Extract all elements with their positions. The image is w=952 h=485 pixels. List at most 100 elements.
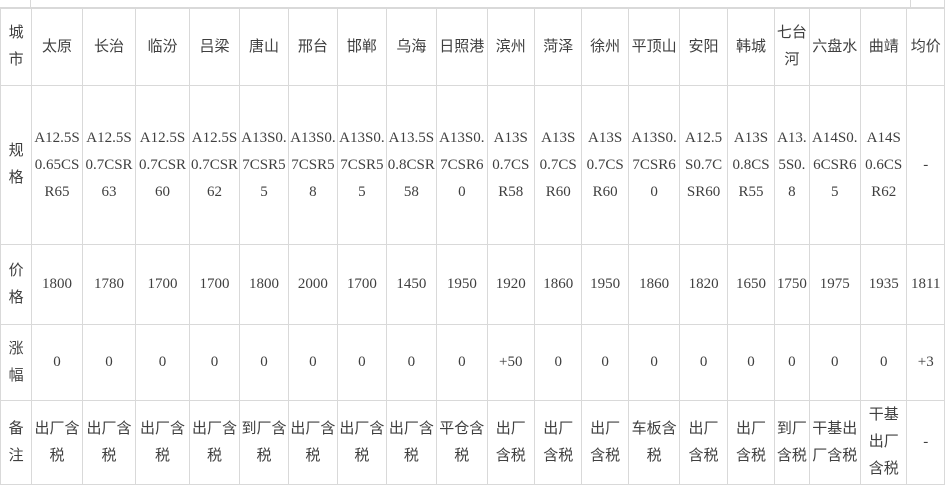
price-qitaihe: 1750 bbox=[774, 244, 810, 325]
change-qujing: 0 bbox=[860, 324, 908, 401]
remark-rizhaogang: 平仓含税 bbox=[436, 400, 488, 485]
table-row-price: 价格 1800 1780 1700 1700 1800 2000 1700 14… bbox=[0, 244, 945, 325]
row-label-city: 城市 bbox=[0, 8, 33, 86]
remark-xuzhou: 出厂含税 bbox=[581, 400, 629, 485]
change-anyang: 0 bbox=[679, 324, 728, 401]
remark-pingdingshan: 车板含税 bbox=[627, 400, 681, 485]
table-row-remark: 备注 出厂含税 出厂含税 出厂含税 出厂含税 到厂含税 出厂含税 出厂含税 出厂… bbox=[0, 400, 945, 485]
table-row-spec: 规格 A12.5S0.65CSR65 A12.5S0.7CSR63 A12.5S… bbox=[0, 85, 945, 245]
spec-linfen: A12.5S0.7CSR60 bbox=[135, 85, 190, 245]
header-city-taiyuan[interactable]: 太原 bbox=[31, 8, 83, 86]
price-anyang: 1820 bbox=[679, 244, 728, 325]
row-label-remark: 备注 bbox=[0, 400, 33, 485]
change-lvliang: 0 bbox=[188, 324, 241, 401]
remark-wuhai: 出厂含税 bbox=[385, 400, 438, 485]
spec-xingtai: A13S0.7CSR58 bbox=[287, 85, 339, 245]
change-xingtai: 0 bbox=[287, 324, 339, 401]
price-pingdingshan: 1860 bbox=[627, 244, 681, 325]
header-city-anyang[interactable]: 安阳 bbox=[679, 8, 728, 86]
remark-qujing: 干基出厂含税 bbox=[860, 400, 908, 485]
header-city-rizhaogang[interactable]: 日照港 bbox=[436, 8, 488, 86]
header-city-average[interactable]: 均价 bbox=[906, 8, 945, 86]
header-city-lvliang[interactable]: 吕梁 bbox=[188, 8, 241, 86]
header-city-qitaihe[interactable]: 七台河 bbox=[774, 8, 810, 86]
change-linfen: 0 bbox=[135, 324, 190, 401]
price-taiyuan: 1800 bbox=[31, 244, 83, 325]
price-linfen: 1700 bbox=[135, 244, 190, 325]
header-city-xingtai[interactable]: 邢台 bbox=[287, 8, 339, 86]
header-city-binzhou[interactable]: 滨州 bbox=[486, 8, 535, 86]
clipped-top-cell-left bbox=[0, 0, 31, 8]
price-average: 1811 bbox=[906, 244, 945, 325]
price-qujing: 1935 bbox=[860, 244, 908, 325]
price-hancheng: 1650 bbox=[726, 244, 776, 325]
change-average: +3 bbox=[906, 324, 945, 401]
change-tangshan: 0 bbox=[239, 324, 289, 401]
coke-price-table: 城市 太原 长治 临汾 吕梁 唐山 邢台 邯郸 乌海 日照港 滨州 菏泽 徐州 … bbox=[0, 8, 945, 485]
change-liupanshui: 0 bbox=[808, 324, 862, 401]
price-heze: 1860 bbox=[533, 244, 583, 325]
header-city-handan[interactable]: 邯郸 bbox=[337, 8, 387, 86]
remark-qitaihe: 到厂含税 bbox=[774, 400, 810, 485]
spec-handan: A13S0.7CSR55 bbox=[337, 85, 387, 245]
remark-heze: 出厂含税 bbox=[533, 400, 583, 485]
price-handan: 1700 bbox=[337, 244, 387, 325]
header-city-pingdingshan[interactable]: 平顶山 bbox=[627, 8, 681, 86]
spec-liupanshui: A14S0.6CSR65 bbox=[808, 85, 862, 245]
change-binzhou: +50 bbox=[486, 324, 535, 401]
table-row-city: 城市 太原 长治 临汾 吕梁 唐山 邢台 邯郸 乌海 日照港 滨州 菏泽 徐州 … bbox=[0, 8, 945, 86]
spec-xuzhou: A13S0.7CSR60 bbox=[581, 85, 629, 245]
change-heze: 0 bbox=[533, 324, 583, 401]
clipped-top-row bbox=[0, 0, 945, 8]
spec-lvliang: A12.5S0.7CSR62 bbox=[188, 85, 241, 245]
header-city-tangshan[interactable]: 唐山 bbox=[239, 8, 289, 86]
spec-changzhi: A12.5S0.7CSR63 bbox=[81, 85, 137, 245]
remark-binzhou: 出厂含税 bbox=[486, 400, 535, 485]
header-city-xuzhou[interactable]: 徐州 bbox=[581, 8, 629, 86]
change-xuzhou: 0 bbox=[581, 324, 629, 401]
header-city-changzhi[interactable]: 长治 bbox=[81, 8, 137, 86]
spec-tangshan: A13S0.7CSR55 bbox=[239, 85, 289, 245]
price-liupanshui: 1975 bbox=[808, 244, 862, 325]
remark-anyang: 出厂含税 bbox=[679, 400, 728, 485]
price-binzhou: 1920 bbox=[486, 244, 535, 325]
row-label-price: 价格 bbox=[0, 244, 33, 325]
spec-average: - bbox=[906, 85, 945, 245]
remark-changzhi: 出厂含税 bbox=[81, 400, 137, 485]
spec-rizhaogang: A13S0.7CSR60 bbox=[436, 85, 488, 245]
spec-qujing: A14S0.6CSR62 bbox=[860, 85, 908, 245]
clipped-top-cell-middle bbox=[31, 0, 911, 8]
change-wuhai: 0 bbox=[385, 324, 438, 401]
spec-qitaihe: A13.5S0.8 bbox=[774, 85, 810, 245]
change-changzhi: 0 bbox=[81, 324, 137, 401]
header-city-linfen[interactable]: 临汾 bbox=[135, 8, 190, 86]
remark-linfen: 出厂含税 bbox=[135, 400, 190, 485]
change-rizhaogang: 0 bbox=[436, 324, 488, 401]
spec-anyang: A12.5S0.7CSR60 bbox=[679, 85, 728, 245]
remark-handan: 出厂含税 bbox=[337, 400, 387, 485]
remark-liupanshui: 干基出厂含税 bbox=[808, 400, 862, 485]
spec-heze: A13S0.7CSR60 bbox=[533, 85, 583, 245]
remark-hancheng: 出厂含税 bbox=[726, 400, 776, 485]
row-label-change: 涨幅 bbox=[0, 324, 33, 401]
spec-binzhou: A13S0.7CSR58 bbox=[486, 85, 535, 245]
row-label-spec: 规格 bbox=[0, 85, 33, 245]
remark-average: - bbox=[906, 400, 945, 485]
header-city-hancheng[interactable]: 韩城 bbox=[726, 8, 776, 86]
header-city-qujing[interactable]: 曲靖 bbox=[860, 8, 908, 86]
spec-taiyuan: A12.5S0.65CSR65 bbox=[31, 85, 83, 245]
change-qitaihe: 0 bbox=[774, 324, 810, 401]
price-rizhaogang: 1950 bbox=[436, 244, 488, 325]
header-city-heze[interactable]: 菏泽 bbox=[533, 8, 583, 86]
price-wuhai: 1450 bbox=[385, 244, 438, 325]
price-changzhi: 1780 bbox=[81, 244, 137, 325]
table-row-change: 涨幅 0 0 0 0 0 0 0 0 0 +50 0 0 0 0 0 0 0 0… bbox=[0, 324, 945, 401]
change-hancheng: 0 bbox=[726, 324, 776, 401]
spec-pingdingshan: A13S0.7CSR60 bbox=[627, 85, 681, 245]
header-city-wuhai[interactable]: 乌海 bbox=[385, 8, 438, 86]
header-city-liupanshui[interactable]: 六盘水 bbox=[808, 8, 862, 86]
spec-hancheng: A13S0.8CSR55 bbox=[726, 85, 776, 245]
remark-xingtai: 出厂含税 bbox=[287, 400, 339, 485]
price-xuzhou: 1950 bbox=[581, 244, 629, 325]
